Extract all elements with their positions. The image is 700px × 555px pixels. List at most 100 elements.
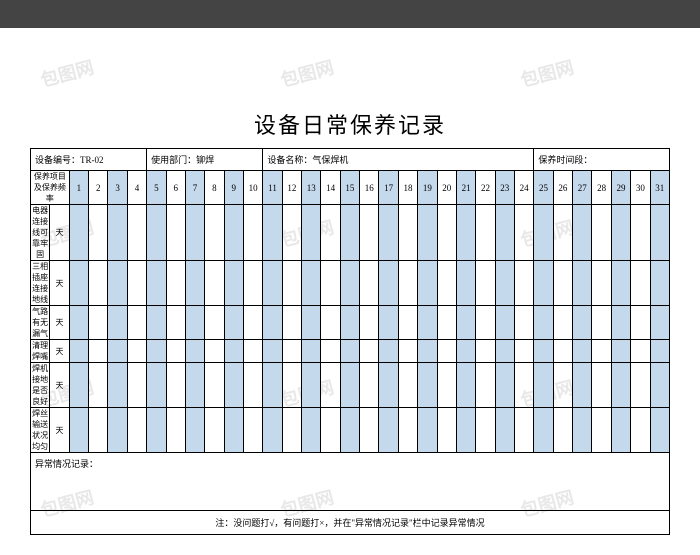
check-cell[interactable] bbox=[243, 363, 262, 408]
check-cell[interactable] bbox=[147, 340, 166, 363]
check-cell[interactable] bbox=[553, 340, 572, 363]
check-cell[interactable] bbox=[553, 205, 572, 261]
check-cell[interactable] bbox=[611, 408, 630, 453]
check-cell[interactable] bbox=[282, 306, 301, 340]
check-cell[interactable] bbox=[69, 363, 88, 408]
check-cell[interactable] bbox=[340, 363, 359, 408]
check-cell[interactable] bbox=[573, 205, 592, 261]
check-cell[interactable] bbox=[418, 205, 437, 261]
check-cell[interactable] bbox=[263, 340, 282, 363]
check-cell[interactable] bbox=[495, 340, 514, 363]
check-cell[interactable] bbox=[456, 408, 475, 453]
check-cell[interactable] bbox=[321, 363, 340, 408]
check-cell[interactable] bbox=[398, 340, 417, 363]
check-cell[interactable] bbox=[89, 261, 108, 306]
check-cell[interactable] bbox=[321, 306, 340, 340]
check-cell[interactable] bbox=[360, 306, 379, 340]
check-cell[interactable] bbox=[611, 306, 630, 340]
check-cell[interactable] bbox=[573, 340, 592, 363]
check-cell[interactable] bbox=[302, 261, 321, 306]
check-cell[interactable] bbox=[147, 261, 166, 306]
check-cell[interactable] bbox=[418, 363, 437, 408]
check-cell[interactable] bbox=[360, 261, 379, 306]
check-cell[interactable] bbox=[127, 363, 146, 408]
check-cell[interactable] bbox=[69, 205, 88, 261]
check-cell[interactable] bbox=[282, 205, 301, 261]
check-cell[interactable] bbox=[147, 363, 166, 408]
check-cell[interactable] bbox=[321, 340, 340, 363]
check-cell[interactable] bbox=[631, 340, 650, 363]
check-cell[interactable] bbox=[495, 205, 514, 261]
check-cell[interactable] bbox=[379, 408, 398, 453]
check-cell[interactable] bbox=[553, 408, 572, 453]
check-cell[interactable] bbox=[282, 408, 301, 453]
check-cell[interactable] bbox=[476, 408, 495, 453]
check-cell[interactable] bbox=[514, 306, 533, 340]
check-cell[interactable] bbox=[69, 340, 88, 363]
check-cell[interactable] bbox=[611, 363, 630, 408]
check-cell[interactable] bbox=[243, 340, 262, 363]
check-cell[interactable] bbox=[437, 408, 456, 453]
check-cell[interactable] bbox=[205, 408, 224, 453]
check-cell[interactable] bbox=[379, 261, 398, 306]
check-cell[interactable] bbox=[398, 408, 417, 453]
check-cell[interactable] bbox=[69, 306, 88, 340]
check-cell[interactable] bbox=[398, 306, 417, 340]
check-cell[interactable] bbox=[437, 205, 456, 261]
check-cell[interactable] bbox=[224, 363, 243, 408]
check-cell[interactable] bbox=[302, 408, 321, 453]
check-cell[interactable] bbox=[147, 408, 166, 453]
check-cell[interactable] bbox=[69, 408, 88, 453]
check-cell[interactable] bbox=[263, 306, 282, 340]
check-cell[interactable] bbox=[360, 408, 379, 453]
check-cell[interactable] bbox=[360, 205, 379, 261]
check-cell[interactable] bbox=[534, 408, 553, 453]
check-cell[interactable] bbox=[147, 205, 166, 261]
check-cell[interactable] bbox=[224, 408, 243, 453]
check-cell[interactable] bbox=[205, 340, 224, 363]
check-cell[interactable] bbox=[553, 306, 572, 340]
check-cell[interactable] bbox=[650, 261, 670, 306]
check-cell[interactable] bbox=[166, 340, 185, 363]
check-cell[interactable] bbox=[302, 306, 321, 340]
check-cell[interactable] bbox=[418, 306, 437, 340]
check-cell[interactable] bbox=[534, 205, 553, 261]
check-cell[interactable] bbox=[321, 205, 340, 261]
check-cell[interactable] bbox=[89, 205, 108, 261]
check-cell[interactable] bbox=[418, 340, 437, 363]
check-cell[interactable] bbox=[243, 306, 262, 340]
check-cell[interactable] bbox=[631, 363, 650, 408]
check-cell[interactable] bbox=[89, 340, 108, 363]
check-cell[interactable] bbox=[437, 261, 456, 306]
check-cell[interactable] bbox=[418, 261, 437, 306]
check-cell[interactable] bbox=[205, 363, 224, 408]
check-cell[interactable] bbox=[108, 306, 127, 340]
check-cell[interactable] bbox=[456, 205, 475, 261]
check-cell[interactable] bbox=[185, 261, 204, 306]
check-cell[interactable] bbox=[108, 408, 127, 453]
check-cell[interactable] bbox=[321, 408, 340, 453]
check-cell[interactable] bbox=[147, 306, 166, 340]
check-cell[interactable] bbox=[573, 261, 592, 306]
check-cell[interactable] bbox=[302, 363, 321, 408]
check-cell[interactable] bbox=[534, 261, 553, 306]
check-cell[interactable] bbox=[592, 205, 611, 261]
check-cell[interactable] bbox=[456, 363, 475, 408]
check-cell[interactable] bbox=[631, 408, 650, 453]
check-cell[interactable] bbox=[243, 261, 262, 306]
check-cell[interactable] bbox=[495, 306, 514, 340]
check-cell[interactable] bbox=[514, 205, 533, 261]
check-cell[interactable] bbox=[302, 340, 321, 363]
check-cell[interactable] bbox=[282, 340, 301, 363]
check-cell[interactable] bbox=[611, 205, 630, 261]
check-cell[interactable] bbox=[108, 340, 127, 363]
check-cell[interactable] bbox=[611, 261, 630, 306]
check-cell[interactable] bbox=[437, 340, 456, 363]
check-cell[interactable] bbox=[592, 408, 611, 453]
check-cell[interactable] bbox=[398, 205, 417, 261]
check-cell[interactable] bbox=[224, 306, 243, 340]
check-cell[interactable] bbox=[127, 306, 146, 340]
check-cell[interactable] bbox=[108, 261, 127, 306]
check-cell[interactable] bbox=[243, 408, 262, 453]
check-cell[interactable] bbox=[418, 408, 437, 453]
